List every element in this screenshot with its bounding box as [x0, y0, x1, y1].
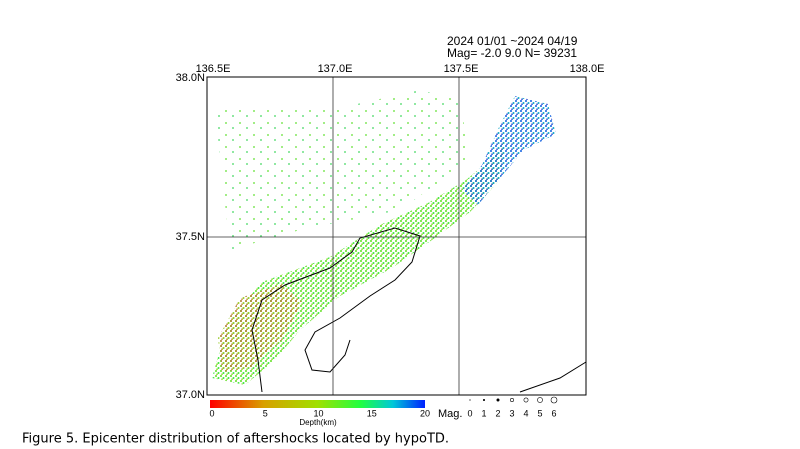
- lon-label: 136.5E: [196, 63, 231, 75]
- mag-symbol: [550, 396, 558, 404]
- mag-tick-label: 3: [509, 408, 514, 418]
- depth-tick-label: 0: [209, 408, 214, 418]
- mag-symbol: [537, 397, 543, 403]
- mag-tick-label: 1: [481, 408, 486, 418]
- mag-tick-label: 4: [523, 408, 528, 418]
- map-frame: [206, 76, 587, 396]
- mag-tick-label: 6: [551, 408, 556, 418]
- period: 2024 01/01 ~2024 04/19: [447, 34, 578, 48]
- sparse-epicenters: [215, 90, 470, 250]
- depth-tick-label: 15: [367, 408, 377, 418]
- lat-label: 37.0N: [176, 389, 205, 401]
- mag-symbol: [523, 397, 529, 403]
- depth-tick-label: 5: [263, 408, 268, 418]
- lon-label: 137.0E: [318, 63, 353, 75]
- depth-title: Depth(km): [299, 418, 337, 427]
- shallow-epicenters: [218, 284, 302, 372]
- depth-tick-label: 20: [420, 408, 430, 418]
- lat-label: 37.5N: [176, 231, 205, 243]
- mag-symbol: [482, 398, 486, 402]
- deep-epicenters: [462, 96, 556, 205]
- coastline: [251, 227, 421, 393]
- depth-colorbar: [210, 400, 425, 408]
- mag-symbol: [469, 399, 471, 401]
- mag-title: Mag.: [438, 408, 462, 420]
- lon-label: 138.0E: [570, 63, 605, 75]
- depth-tick-label: 10: [313, 408, 323, 418]
- mag-tick-label: 5: [537, 408, 542, 418]
- mag-symbol: [510, 398, 514, 402]
- map: [206, 76, 587, 396]
- depth-ticks: 0 5 10 15 20: [209, 408, 430, 418]
- stats: Mag= -2.0 9.0 N= 39231: [447, 46, 577, 60]
- lat-label: 38.0N: [176, 72, 205, 84]
- mag-symbol: [496, 398, 500, 402]
- mag-tick-label: 0: [467, 408, 472, 418]
- mag-tick-label: 2: [495, 408, 500, 418]
- coastline: [519, 361, 587, 393]
- caption: Figure 5. Epicenter distribution of afte…: [22, 432, 449, 447]
- lon-label: 137.5E: [444, 63, 479, 75]
